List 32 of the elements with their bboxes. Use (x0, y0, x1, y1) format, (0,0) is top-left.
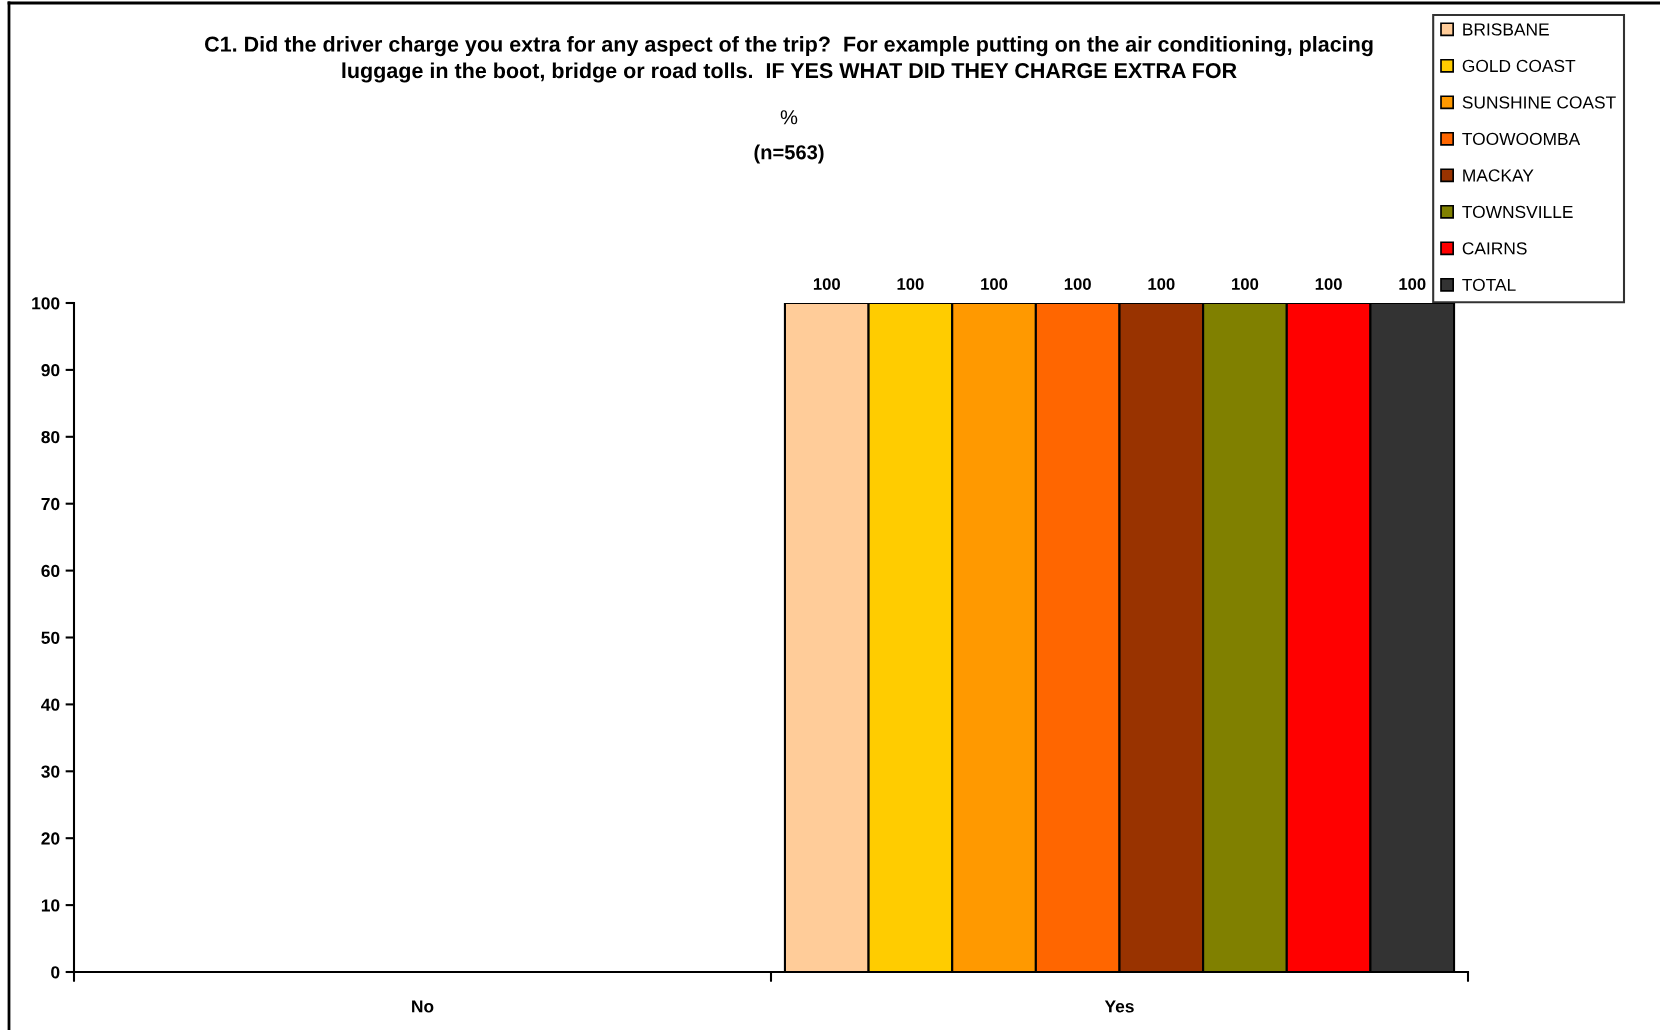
legend-label: SUNSHINE COAST (1462, 96, 1616, 109)
data-label: 100 (897, 278, 924, 290)
chart-title: C1. Did the driver charge you extra for any aspect of the trip? For example putting on the air conditioning, placing luggage in the boot, bridge or road tolls. IF YES WHAT DID THEY CHARGE EXTRA FOR (205, 36, 1373, 83)
y-tick-label: 40 (41, 698, 60, 711)
legend-label: GOLD COAST (1462, 59, 1576, 73)
y-tick-label: 70 (41, 497, 60, 511)
y-tick-label: 60 (41, 564, 60, 578)
y-tick-label: 10 (41, 899, 60, 912)
data-label: 100 (1399, 278, 1426, 290)
legend-label: CAIRNS (1462, 242, 1527, 255)
data-label: 100 (1315, 278, 1342, 290)
y-tick-label: 100 (32, 297, 60, 310)
y-tick-label: 80 (41, 430, 60, 444)
x-tick-label: Yes (1104, 1000, 1134, 1013)
data-label: 100 (813, 278, 840, 290)
data-label: 100 (1148, 278, 1175, 290)
y-tick-label: 30 (41, 765, 60, 778)
y-tick-label: 20 (41, 832, 60, 845)
data-label: 100 (1232, 278, 1259, 290)
legend-label: MACKAY (1463, 169, 1534, 182)
legend-label: TOWNSVILLE (1462, 205, 1573, 219)
y-tick-label: 50 (41, 631, 60, 644)
data-label: 100 (981, 278, 1008, 290)
text: (n=563) (754, 144, 824, 164)
legend-label: TOOWOOMBA (1462, 132, 1581, 146)
y-tick-label: 0 (51, 966, 60, 979)
data-label: 100 (1064, 278, 1091, 290)
y-tick-label: 90 (41, 364, 60, 377)
legend-label: TOTAL (1462, 278, 1516, 292)
chart-subtitle: % (780, 110, 798, 125)
legend-label: BRISBANE (1463, 23, 1549, 36)
x-tick-label: No (412, 1000, 434, 1013)
